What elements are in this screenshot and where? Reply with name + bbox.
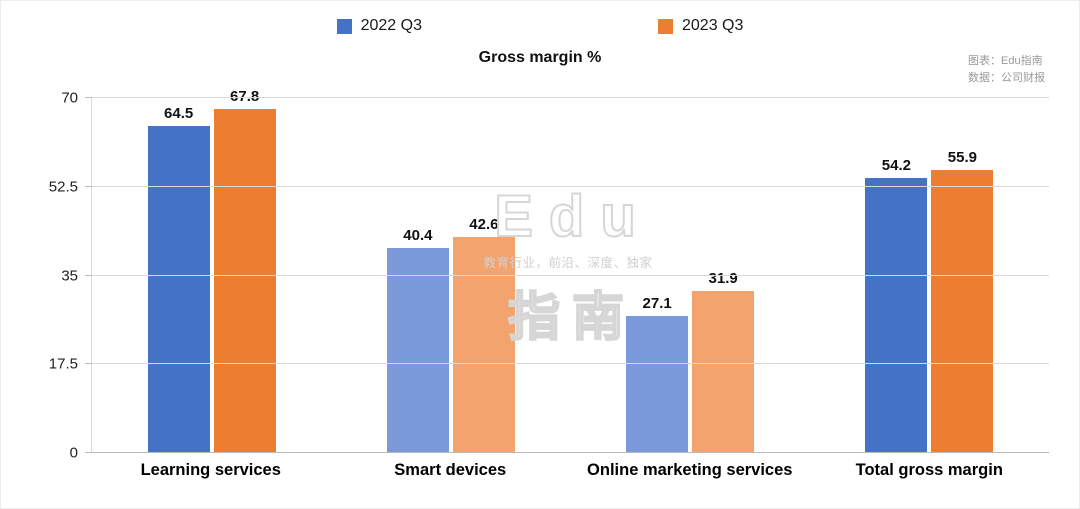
category-label: Total gross margin <box>855 461 1003 479</box>
bar-value-label: 42.6 <box>469 215 499 233</box>
bar-value-label: 67.8 <box>230 88 260 106</box>
legend-label: 2023 Q3 <box>682 17 744 34</box>
bar: 31.9 <box>692 270 755 453</box>
bar: 27.1 <box>626 295 689 453</box>
y-tickmark <box>85 185 92 187</box>
bar-group: 27.1 31.9 <box>571 98 810 453</box>
credits: 图表：Edu指南 数据：公司财报 <box>968 53 1045 87</box>
gridline <box>92 363 1049 365</box>
legend-item-2023q3: 2023 Q3 <box>658 17 743 35</box>
gridline <box>92 97 1049 98</box>
gridline <box>92 452 1049 453</box>
bar-group: 64.5 67.8 <box>92 88 331 453</box>
bar-group: 54.2 55.9 <box>810 98 1049 453</box>
y-tick-label: 17.5 <box>48 355 78 373</box>
category-label: Smart devices <box>394 461 507 479</box>
category-label: Learning services <box>140 461 281 479</box>
credit-line-data: 数据：公司财报 <box>968 72 1045 85</box>
bar: 42.6 <box>452 216 515 453</box>
bar-value-label: 54.2 <box>881 157 911 175</box>
bar-value-label: 55.9 <box>947 148 977 166</box>
bar: 55.9 <box>931 149 994 453</box>
legend-item-2022q3: 2022 Q3 <box>336 17 422 35</box>
plot-area: 64.5 67.8 40.4 42.6 27.1 31.9 54.2 55.9 0 17.5 35… <box>49 88 1049 462</box>
y-tickmark <box>85 363 92 365</box>
bar-group: 40.4 42.6 <box>331 98 570 453</box>
bar-groups: 64.5 67.8 40.4 42.6 27.1 31.9 54.2 55.9 <box>92 88 1049 453</box>
y-tick-label: 35 <box>61 267 78 284</box>
bar-value-label: 64.5 <box>164 104 194 122</box>
legend-swatch-2023q3 <box>658 18 673 34</box>
category-label: Online marketing services <box>587 461 793 479</box>
chart-title: Gross margin % <box>478 49 602 66</box>
bar: 64.5 <box>147 105 210 453</box>
y-tickmark <box>85 97 92 98</box>
gridline <box>92 185 1049 187</box>
legend-label: 2022 Q3 <box>360 17 422 34</box>
gridline <box>92 274 1049 276</box>
bar-value-label: 27.1 <box>642 294 672 312</box>
bar-value-label: 40.4 <box>403 227 433 245</box>
bar: 67.8 <box>213 88 276 453</box>
bar-value-label: 31.9 <box>708 270 738 288</box>
y-tick-label: 52.5 <box>48 178 78 196</box>
y-tick-label: 70 <box>61 89 78 107</box>
y-tickmark <box>85 452 92 453</box>
credit-line-source: 图表：Edu指南 <box>968 55 1043 67</box>
bar: 40.4 <box>386 227 449 453</box>
y-tickmark <box>85 274 92 276</box>
bar: 54.2 <box>865 157 928 453</box>
legend: 2022 Q3 2023 Q3 <box>1 17 1079 35</box>
category-axis: Learning services Smart devices Online mar… <box>91 461 1049 480</box>
legend-swatch-2022q3 <box>336 18 352 34</box>
y-tick-label: 0 <box>69 444 78 462</box>
